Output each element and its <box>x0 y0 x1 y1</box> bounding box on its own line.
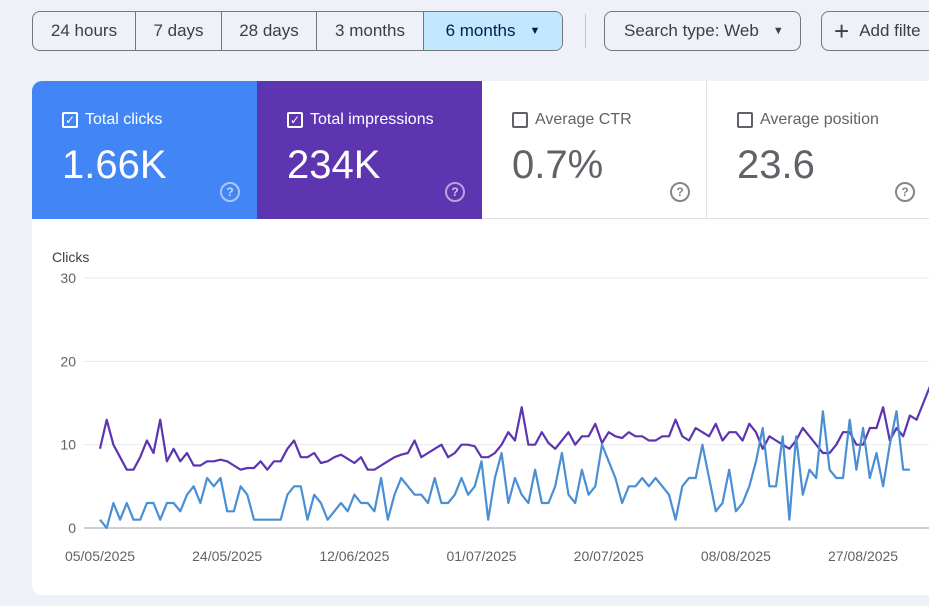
metric-ctr-label: Average CTR <box>535 111 632 128</box>
range-24-hours[interactable]: 24 hours <box>33 12 136 50</box>
help-icon[interactable]: ? <box>220 182 240 202</box>
search-type-dropdown[interactable]: Search type: Web ▼ <box>604 11 801 51</box>
metric-total-clicks[interactable]: ✓ Total clicks 1.66K ? <box>32 81 257 219</box>
y-tick-label: 0 <box>68 520 76 536</box>
chart-svg: Clicks 0 10 20 30 05/05/2025 24/05/2025 12/06/2… <box>52 249 929 564</box>
metric-average-ctr[interactable]: Average CTR 0.7% ? <box>482 81 707 219</box>
x-tick-label: 24/05/2025 <box>192 548 262 564</box>
metric-position-value: 23.6 <box>737 143 815 187</box>
help-icon[interactable]: ? <box>670 182 690 202</box>
y-tick-label: 30 <box>60 270 76 286</box>
help-icon[interactable]: ? <box>445 182 465 202</box>
plus-icon: + <box>834 16 850 46</box>
x-tick-label: 12/06/2025 <box>319 548 389 564</box>
series-line-impressions <box>98 385 929 471</box>
performance-card: ✓ Total clicks 1.66K ? ✓ Total impressio… <box>32 81 929 595</box>
range-6-months-label: 6 months <box>445 21 516 40</box>
help-icon[interactable]: ? <box>895 182 915 202</box>
range-7-days[interactable]: 7 days <box>136 12 222 50</box>
x-tick-label: 05/05/2025 <box>65 548 135 564</box>
x-tick-label: 08/08/2025 <box>701 548 771 564</box>
metric-label: ✓ Total impressions <box>287 111 434 129</box>
metric-impressions-label: Total impressions <box>310 111 434 128</box>
caret-down-icon: ▼ <box>772 25 784 37</box>
metric-clicks-label: Total clicks <box>85 111 163 128</box>
metric-average-position[interactable]: Average position 23.6 ? <box>707 81 929 219</box>
range-6-months[interactable]: 6 months ▼ <box>424 12 562 50</box>
performance-chart: Clicks 0 10 20 30 05/05/2025 24/05/2025 12/06/2… <box>32 219 929 595</box>
x-tick-label: 01/07/2025 <box>446 548 516 564</box>
y-axis-label: Clicks <box>52 249 89 265</box>
toolbar-divider <box>585 14 586 48</box>
metric-clicks-value: 1.66K <box>62 143 167 187</box>
range-28-days[interactable]: 28 days <box>222 12 317 50</box>
y-tick-label: 20 <box>60 353 76 369</box>
metric-impressions-value: 234K <box>287 143 381 187</box>
toolbar: 24 hours 7 days 28 days 3 months 6 month… <box>0 0 929 64</box>
metric-total-impressions[interactable]: ✓ Total impressions 234K ? <box>257 81 482 219</box>
checkbox-checked-icon[interactable]: ✓ <box>287 112 303 128</box>
x-tick-label: 27/08/2025 <box>828 548 898 564</box>
x-tick-label: 20/07/2025 <box>574 548 644 564</box>
metric-label: Average position <box>737 111 879 129</box>
y-tick-label: 10 <box>60 437 76 453</box>
metric-position-label: Average position <box>760 111 879 128</box>
series-line-clicks <box>99 410 910 530</box>
checkbox-unchecked-icon[interactable] <box>737 112 753 128</box>
range-3-months[interactable]: 3 months <box>317 12 424 50</box>
metric-label: Average CTR <box>512 111 632 129</box>
add-filter-label: Add filte <box>859 21 921 40</box>
date-range-selector: 24 hours 7 days 28 days 3 months 6 month… <box>32 11 563 51</box>
metric-label: ✓ Total clicks <box>62 111 162 129</box>
search-type-label: Search type: Web <box>624 21 759 40</box>
checkbox-checked-icon[interactable]: ✓ <box>62 112 78 128</box>
checkbox-unchecked-icon[interactable] <box>512 112 528 128</box>
add-filter-button[interactable]: + Add filte <box>821 11 929 51</box>
caret-down-icon: ▼ <box>529 25 541 37</box>
metric-ctr-value: 0.7% <box>512 143 604 187</box>
metric-tiles: ✓ Total clicks 1.66K ? ✓ Total impressio… <box>32 81 929 219</box>
